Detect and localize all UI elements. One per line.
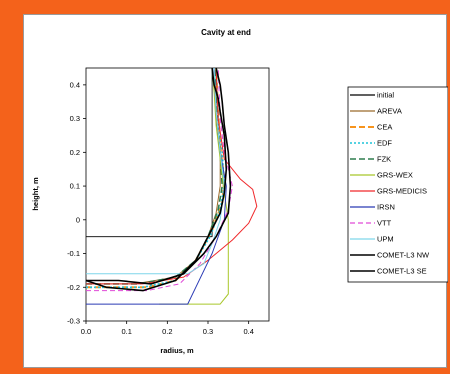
- y-tick-label: 0.2: [70, 148, 80, 157]
- series-line-comet-l3-se: [86, 67, 232, 285]
- y-tick-label: -0.2: [67, 283, 80, 292]
- series-line-grs-wex: [159, 67, 229, 305]
- y-tick-label: 0: [76, 215, 80, 224]
- series-line-initial: [86, 68, 213, 238]
- legend-label-comet-l3-se: COMET-L3 SE: [377, 267, 427, 276]
- legend-label-upm: UPM: [377, 235, 394, 244]
- legend-label-initial: initial: [377, 91, 394, 100]
- chart-svg: Cavity at end 0.40.30.20.10-0.1-0.2-0.3 …: [31, 28, 448, 355]
- legend-label-cea: CEA: [377, 123, 392, 132]
- x-axis-ticks: 0.0 0.1 0.2 0.3 0.4: [81, 321, 254, 336]
- y-tick-label: 0.4: [70, 80, 80, 89]
- plot-area: [85, 67, 270, 322]
- legend-label-edf: EDF: [377, 139, 392, 148]
- y-axis-label: height, m: [31, 177, 40, 211]
- x-tick-label: 0.4: [243, 327, 253, 336]
- x-axis-label: radius, m: [160, 346, 194, 355]
- legend-items: initial AREVA CEA EDF FZK GRS-WEX GRS-MEDICIS I…: [350, 91, 430, 276]
- chart-frame: Cavity at end 0.4 0.3 0.2 0.1 0 -0.1 -0.2 -0.3 …: [23, 14, 448, 368]
- legend-label-grs-medicis: GRS-MEDICIS: [377, 187, 427, 196]
- chart-title: Cavity at end: [201, 28, 251, 37]
- y-tick-label: 0.1: [70, 182, 80, 191]
- legend-label-vtt: VTT: [377, 219, 392, 228]
- legend-label-grs-wex: GRS-WEX: [377, 171, 413, 180]
- x-tick-label: 0.1: [121, 327, 131, 336]
- legend-label-fzk: FZK: [377, 155, 391, 164]
- y-tick-label: -0.3: [67, 317, 80, 326]
- legend-label-areva: AREVA: [377, 107, 402, 116]
- legend-label-irsn: IRSN: [377, 203, 395, 212]
- legend-label-comet-l3-nw: COMET-L3 NW: [377, 251, 430, 260]
- x-tick-label: 0.2: [162, 327, 172, 336]
- series-layer: [85, 67, 258, 305]
- series-line-upm: [86, 67, 225, 275]
- y-axis-ticks: 0.4 0.3 0.2 0.1 0 -0.1 -0.2 -0.3: [67, 80, 86, 326]
- x-tick-label: 0.0: [81, 327, 91, 336]
- y-tick-label: 0.3: [70, 114, 80, 123]
- series-line-comet-l3-nw: [85, 67, 228, 292]
- y-tick-label: -0.1: [67, 249, 80, 258]
- x-tick-label: 0.3: [203, 327, 213, 336]
- legend-box: [347, 86, 448, 283]
- legend: initial AREVA CEA EDF FZK GRS-WEX GRS-MEDICIS I…: [347, 86, 448, 283]
